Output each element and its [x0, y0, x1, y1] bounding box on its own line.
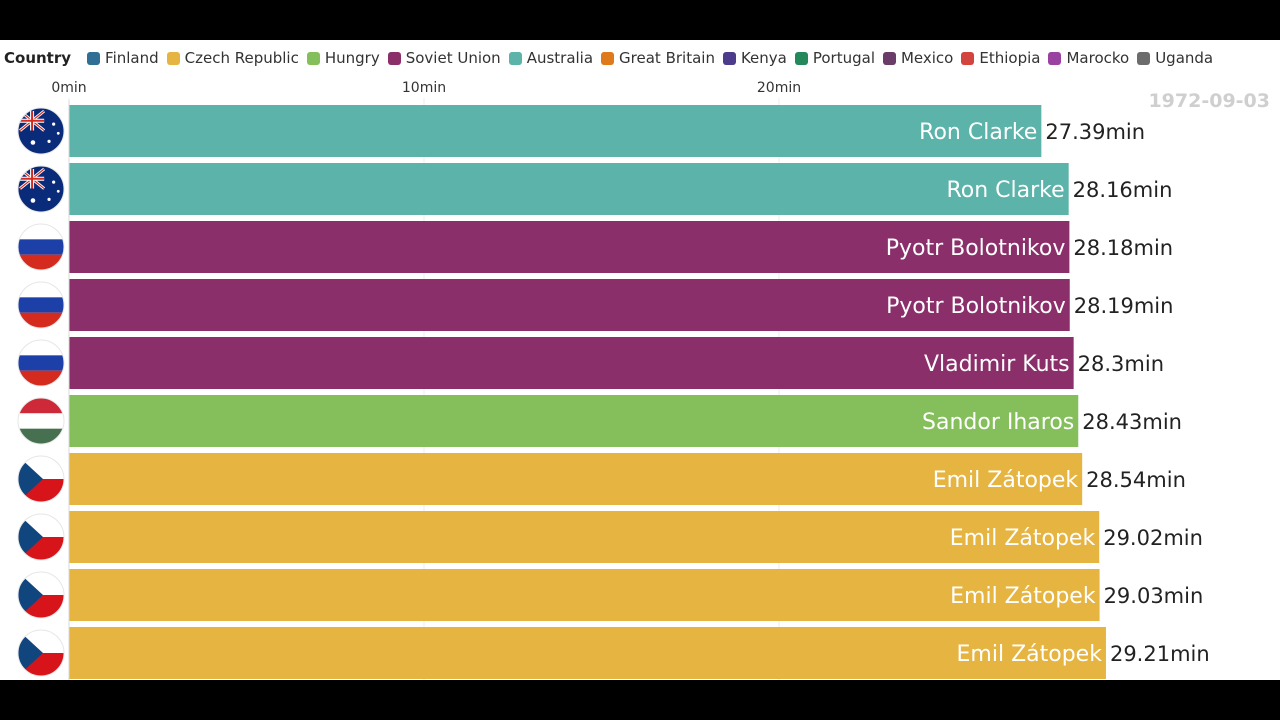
legend-label: Uganda: [1155, 49, 1214, 67]
bar-name-label: Ron Clarke: [919, 120, 1037, 145]
bar-value-label: 29.02min: [1103, 526, 1203, 550]
bar-value-label: 27.39min: [1045, 120, 1145, 144]
bar-value-label: 28.18min: [1073, 236, 1173, 260]
australia-flag-icon: [18, 108, 64, 154]
bar: [69, 337, 1074, 389]
bar-name-label: Pyotr Bolotnikov: [886, 294, 1066, 319]
legend-swatch: [508, 51, 522, 65]
legend-swatch: [306, 51, 320, 65]
australia-flag-icon: [18, 166, 64, 212]
czech-flag-icon: [18, 572, 64, 618]
bar-value-label: 28.54min: [1086, 468, 1186, 492]
legend-item: Soviet Union: [387, 49, 501, 67]
legend-swatch: [87, 51, 101, 65]
legend-label: Kenya: [740, 49, 787, 67]
legend-label: Hungry: [324, 49, 380, 67]
legend-swatch: [1137, 51, 1151, 65]
legend-title: Country: [4, 49, 72, 67]
flag-outline: [17, 339, 65, 387]
flag-outline: [17, 107, 65, 155]
legend-swatch: [722, 51, 736, 65]
bar-value-label: 28.19min: [1074, 294, 1174, 318]
bar: [69, 453, 1083, 505]
bar: [69, 105, 1042, 157]
legend-item: Hungry: [306, 49, 380, 67]
bar-name-label: Pyotr Bolotnikov: [886, 236, 1066, 261]
flag-outline: [17, 571, 65, 619]
russia-flag-icon: [18, 224, 64, 270]
legend-label: Soviet Union: [405, 49, 501, 67]
legend-swatch: [601, 51, 615, 65]
czech-flag-icon: [18, 514, 64, 560]
legend-item: Ethiopia: [961, 49, 1040, 67]
legend-label: Czech Republic: [184, 49, 299, 67]
legend-item: Great Britain: [601, 49, 715, 67]
legend-label: Ethiopia: [979, 49, 1041, 67]
flag-outline: [17, 397, 65, 445]
bar-value-label: 29.03min: [1104, 584, 1204, 608]
bar-name-label: Emil Zátopek: [957, 642, 1103, 667]
legend-item: Czech Republic: [166, 49, 299, 67]
x-tick-label: 0min: [51, 80, 86, 96]
legend-label: Mexico: [900, 49, 954, 67]
legend-label: Marocko: [1066, 49, 1130, 67]
bar-value-label: 28.16min: [1073, 178, 1173, 202]
legend-swatch: [1048, 51, 1062, 65]
legend-label: Finland: [105, 49, 159, 67]
bar-name-label: Emil Zátopek: [950, 526, 1096, 551]
bar: [69, 163, 1069, 215]
bar: [69, 569, 1100, 621]
legend-swatch: [961, 51, 975, 65]
legend-item: Uganda: [1137, 49, 1213, 67]
legend-item: Finland: [87, 49, 159, 67]
czech-flag-icon: [18, 630, 64, 676]
bar: [69, 221, 1070, 273]
flag-outline: [17, 513, 65, 561]
bar-value-label: 28.3min: [1078, 352, 1164, 376]
bar-name-label: Emil Zátopek: [933, 468, 1079, 493]
legend-item: Kenya: [722, 49, 787, 67]
bar-name-label: Emil Zátopek: [950, 584, 1096, 609]
x-tick-label: 10min: [402, 80, 446, 96]
czech-flag-icon: [18, 456, 64, 502]
bar-name-label: Vladimir Kuts: [924, 352, 1070, 377]
legend-label: Great Britain: [619, 49, 715, 67]
legend-swatch: [794, 51, 808, 65]
legend-item: Australia: [508, 49, 594, 67]
bar: [69, 511, 1100, 563]
bar-name-label: Sandor Iharos: [922, 410, 1074, 435]
x-tick-label: 20min: [757, 80, 801, 96]
hungary-flag-icon: [18, 398, 64, 444]
flag-outline: [17, 629, 65, 677]
chart-frame: Country Finland Czech Republic Hungry Sovie…: [0, 40, 1280, 680]
legend-label: Portugal: [812, 49, 875, 67]
bar-value-label: 28.43min: [1082, 410, 1182, 434]
flag-outline: [17, 223, 65, 271]
legend-swatch: [387, 51, 401, 65]
legend-item: Portugal: [794, 49, 875, 67]
bar-value-label: 29.21min: [1110, 642, 1210, 666]
russia-flag-icon: [18, 282, 64, 328]
bar-chart: 0min 10min 20min Ron Clarke 27.39min Ron Clar…: [17, 80, 1210, 680]
bar: [69, 279, 1070, 331]
bar: [69, 627, 1106, 679]
bar-name-label: Ron Clarke: [946, 178, 1064, 203]
legend-item: Mexico: [882, 49, 954, 67]
flag-outline: [17, 281, 65, 329]
legend-swatch: [166, 51, 180, 65]
legend: Country Finland Czech Republic Hungry Sovie…: [4, 48, 1221, 68]
legend-swatch: [882, 51, 896, 65]
bar: [69, 395, 1079, 447]
date-label: 1972-09-03: [1148, 90, 1270, 112]
legend-label: Australia: [526, 49, 594, 67]
flag-outline: [17, 165, 65, 213]
legend-item: Marocko: [1048, 49, 1129, 67]
russia-flag-icon: [18, 340, 64, 386]
flag-outline: [17, 455, 65, 503]
